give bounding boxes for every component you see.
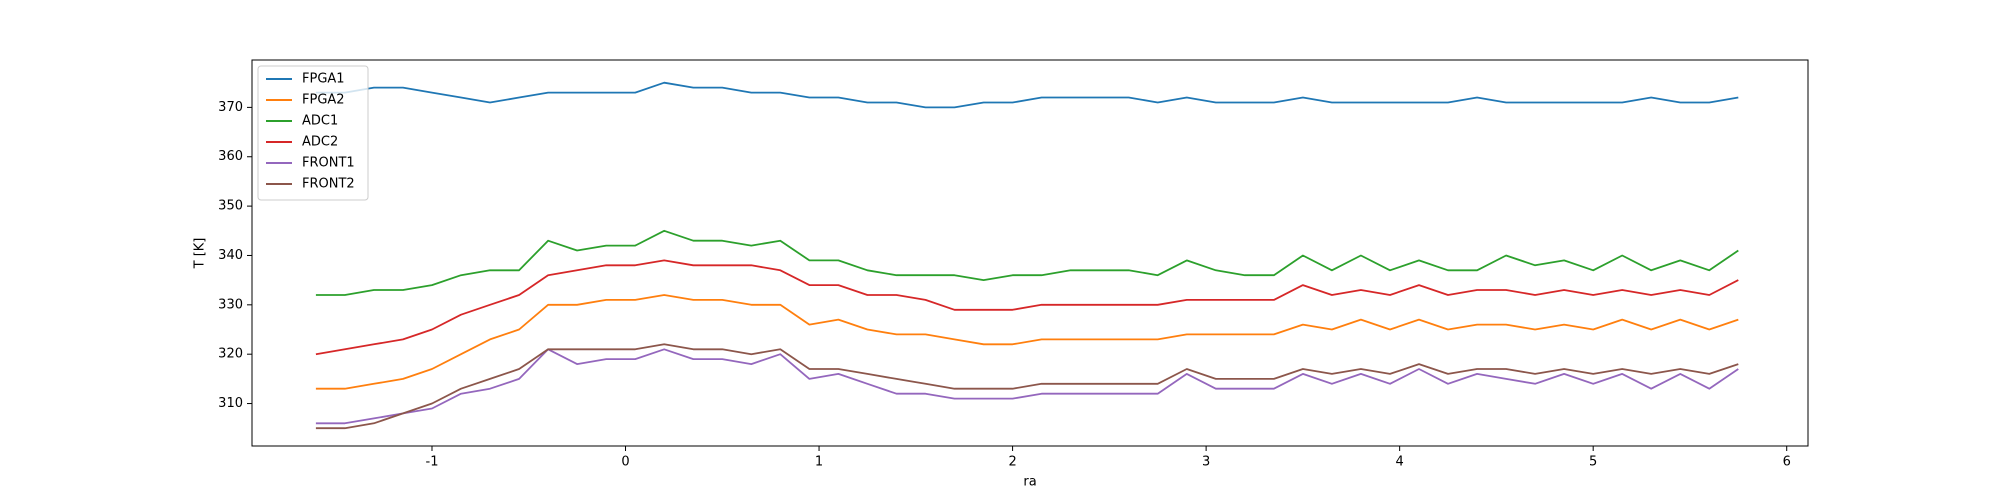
x-tick-label: 6 — [1783, 455, 1791, 470]
axes-frame — [251, 59, 1809, 447]
x-tick-label: 3 — [1202, 455, 1210, 470]
data-line — [315, 343, 1739, 430]
legend-label: ADC2 — [302, 135, 338, 150]
data-line — [315, 81, 1739, 109]
data-line — [315, 229, 1739, 296]
y-tick-label: 320 — [218, 347, 243, 362]
legend-label: ADC1 — [302, 114, 338, 129]
legend-label: FPGA1 — [302, 72, 345, 87]
y-tick-label: 330 — [218, 297, 243, 312]
data-line — [315, 294, 1739, 390]
y-tick-label: 350 — [218, 199, 243, 214]
y-tick-label: 360 — [218, 149, 243, 164]
legend-label: FRONT2 — [302, 177, 355, 192]
data-line — [315, 259, 1739, 356]
y-tick-label: 340 — [218, 248, 243, 263]
legend-label: FPGA2 — [302, 93, 345, 108]
legend-label: FRONT1 — [302, 156, 355, 171]
y-axis-label: T [K] — [193, 238, 208, 270]
x-tick-label: 1 — [815, 455, 823, 470]
y-tick-label: 310 — [218, 396, 243, 411]
x-tick-label: 0 — [621, 455, 629, 470]
x-axis-label: ra — [1023, 475, 1036, 490]
data-line — [315, 348, 1739, 425]
x-tick-label: -1 — [426, 455, 439, 470]
x-tick-label: 4 — [1396, 455, 1404, 470]
x-tick-label: 5 — [1589, 455, 1597, 470]
x-tick-label: 2 — [1008, 455, 1016, 470]
y-tick-label: 370 — [218, 100, 243, 115]
